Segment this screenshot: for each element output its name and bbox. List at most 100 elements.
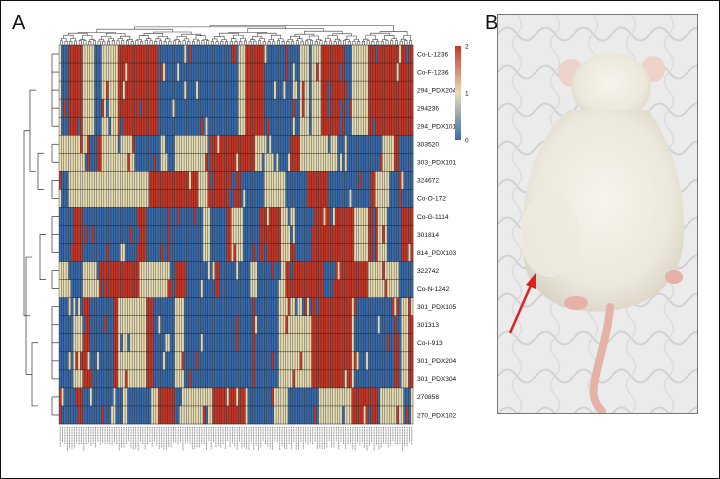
heatmap-cell <box>297 171 301 190</box>
heatmap-cell <box>379 171 383 190</box>
heatmap-cell <box>136 315 140 334</box>
heatmap-cell <box>320 279 324 298</box>
heatmap-cell <box>118 45 121 64</box>
heatmap-cell <box>143 387 147 407</box>
heatmap-cell <box>207 261 211 280</box>
heatmap-cell <box>99 333 102 353</box>
heatmap-cell <box>118 99 121 118</box>
heatmap-cell <box>292 405 296 425</box>
heatmap-cell <box>151 297 154 316</box>
heatmap-cell <box>266 171 270 190</box>
heatmap-cell <box>202 369 206 389</box>
heatmap-cell <box>257 243 260 262</box>
heatmap-cell <box>238 351 242 371</box>
heatmap-cell <box>247 171 251 190</box>
heatmap-cell <box>177 45 180 64</box>
heatmap-cell <box>391 117 395 136</box>
heatmap-cell <box>68 171 72 190</box>
heatmap-cell <box>127 369 131 389</box>
heatmap-cell <box>73 315 76 334</box>
heatmap-cell <box>129 99 133 118</box>
heatmap-cell <box>283 135 286 154</box>
heatmap-cell <box>73 369 76 389</box>
heatmap-cell <box>125 297 128 316</box>
heatmap-cell <box>398 333 402 353</box>
dendrogram-branch <box>143 33 164 37</box>
heatmap-cell <box>370 405 374 425</box>
heatmap-cell <box>351 81 355 100</box>
heatmap-cell <box>398 261 402 280</box>
heatmap-cell <box>339 369 343 389</box>
heatmap-cell <box>188 117 192 136</box>
heatmap-cell <box>174 207 178 226</box>
heatmap-cell <box>143 315 147 334</box>
heatmap-cell <box>165 297 168 316</box>
heatmap-cell <box>188 261 192 280</box>
heatmap-cell <box>328 315 331 334</box>
heatmap-cell <box>68 315 72 334</box>
heatmap-cell <box>335 171 338 190</box>
heatmap-cell <box>61 279 65 298</box>
heatmap-cell <box>169 81 173 100</box>
heatmap-cell <box>87 387 91 407</box>
right-hind-foot <box>665 270 683 284</box>
heatmap-cell <box>295 333 298 353</box>
heatmap-cell <box>372 117 376 136</box>
heatmap-cell <box>148 153 152 172</box>
heatmap-cell <box>356 297 360 316</box>
heatmap-cell <box>221 369 225 389</box>
heatmap-cell <box>188 351 192 371</box>
heatmap-cell <box>325 117 329 136</box>
heatmap-cell <box>358 243 362 262</box>
heatmap-cell <box>299 63 303 82</box>
heatmap-cell <box>342 135 345 154</box>
heatmap-cell <box>261 63 265 82</box>
heatmap-cell <box>181 279 185 298</box>
heatmap-cell <box>167 135 171 154</box>
heatmap-cell <box>68 225 72 244</box>
heatmap-cell <box>351 99 355 118</box>
heatmap-cell <box>387 405 390 425</box>
heatmap-cell <box>214 189 218 208</box>
heatmap-cell <box>337 297 341 316</box>
heatmap-cell <box>387 117 390 136</box>
heatmap-cell <box>391 63 395 82</box>
heatmap-cell <box>162 81 166 100</box>
heatmap-cell <box>224 297 227 316</box>
heatmap-cell <box>110 153 114 172</box>
heatmap-cell <box>198 387 201 407</box>
heatmap-cell <box>226 207 230 226</box>
heatmap-cell <box>61 99 65 118</box>
heatmap-cell <box>66 153 69 172</box>
heatmap-cell <box>264 207 268 226</box>
heatmap-cell <box>240 45 244 64</box>
heatmap-cell <box>238 45 242 64</box>
heatmap-cell <box>375 117 378 136</box>
heatmap-cell <box>186 171 190 190</box>
heatmap-cell <box>61 333 65 353</box>
heatmap-cell <box>195 99 199 118</box>
heatmap-cell <box>101 153 105 172</box>
heatmap-cell <box>365 225 369 244</box>
heatmap-cell <box>389 189 393 208</box>
heatmap-cell <box>252 261 256 280</box>
heatmap-cell <box>295 225 298 244</box>
heatmap-cell <box>405 225 409 244</box>
heatmap-cell <box>363 243 367 262</box>
heatmap-cell <box>287 333 291 353</box>
heatmap-cell <box>165 387 168 407</box>
heatmap-cell <box>214 351 218 371</box>
heatmap-cell <box>309 369 312 389</box>
heatmap-cell <box>306 333 310 353</box>
heatmap-cell <box>122 387 126 407</box>
heatmap-cell <box>271 45 275 64</box>
heatmap-cell <box>231 207 234 226</box>
heatmap-cell <box>143 171 147 190</box>
heatmap-cell <box>261 243 265 262</box>
heatmap-cell <box>320 333 324 353</box>
heatmap-cell <box>202 243 206 262</box>
heatmap-cell <box>349 189 352 208</box>
heatmap-cell <box>160 279 164 298</box>
heatmap-cell <box>365 63 369 82</box>
heatmap-cell <box>254 405 258 425</box>
